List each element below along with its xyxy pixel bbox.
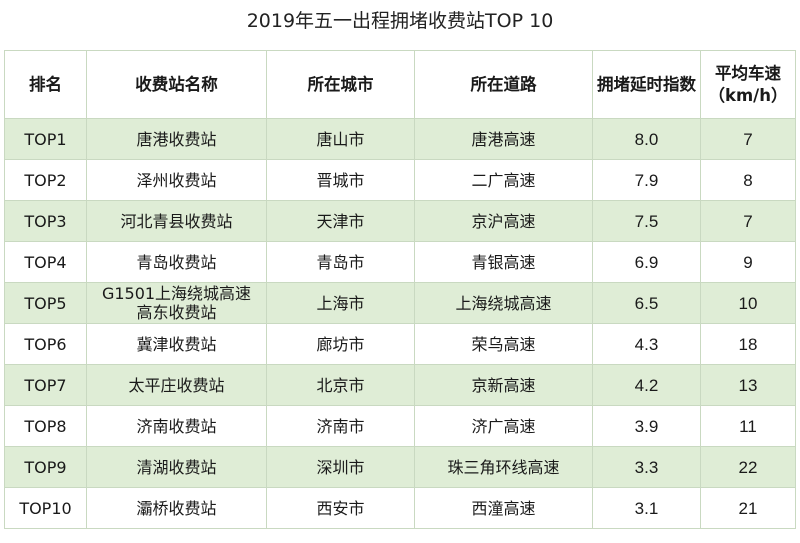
header-delay-index: 拥堵延时指数 (592, 50, 701, 119)
bottom-edge (0, 538, 800, 543)
cell-speed: 22 (700, 446, 796, 488)
cell-rank: TOP1 (4, 118, 87, 160)
table-row: TOP3 河北青县收费站 天津市 京沪高速 7.5 7 (4, 200, 796, 242)
cell-road: 京新高速 (414, 364, 593, 406)
cell-delay-index: 3.3 (592, 446, 701, 488)
cell-speed: 18 (700, 323, 796, 365)
cell-station: 冀津收费站 (86, 323, 267, 365)
cell-rank: TOP5 (4, 282, 87, 324)
cell-road: 荣乌高速 (414, 323, 593, 365)
cell-station: 济南收费站 (86, 405, 267, 447)
cell-speed: 10 (700, 282, 796, 324)
cell-speed: 7 (700, 200, 796, 242)
header-road: 所在道路 (414, 50, 593, 119)
table-row: TOP10 灞桥收费站 西安市 西潼高速 3.1 21 (4, 487, 796, 529)
cell-station: 泽州收费站 (86, 159, 267, 201)
cell-station: 唐港收费站 (86, 118, 267, 160)
header-city: 所在城市 (266, 50, 415, 119)
cell-city: 廊坊市 (266, 323, 415, 365)
cell-city: 晋城市 (266, 159, 415, 201)
table-row: TOP9 清湖收费站 深圳市 珠三角环线高速 3.3 22 (4, 446, 796, 488)
header-rank: 排名 (4, 50, 87, 119)
cell-delay-index: 7.5 (592, 200, 701, 242)
table-row: TOP6 冀津收费站 廊坊市 荣乌高速 4.3 18 (4, 323, 796, 365)
cell-delay-index: 6.9 (592, 241, 701, 283)
cell-rank: TOP2 (4, 159, 87, 201)
cell-station: 太平庄收费站 (86, 364, 267, 406)
cell-road: 青银高速 (414, 241, 593, 283)
cell-station: 灞桥收费站 (86, 487, 267, 529)
cell-city: 青岛市 (266, 241, 415, 283)
cell-speed: 7 (700, 118, 796, 160)
cell-delay-index: 3.9 (592, 405, 701, 447)
cell-city: 唐山市 (266, 118, 415, 160)
cell-station: 河北青县收费站 (86, 200, 267, 242)
cell-speed: 9 (700, 241, 796, 283)
table-row: TOP7 太平庄收费站 北京市 京新高速 4.2 13 (4, 364, 796, 406)
ranking-table: 排名 收费站名称 所在城市 所在道路 拥堵延时指数 平均车速（km/h） TOP… (4, 50, 796, 529)
cell-city: 济南市 (266, 405, 415, 447)
ranking-table-container: 排名 收费站名称 所在城市 所在道路 拥堵延时指数 平均车速（km/h） TOP… (4, 50, 796, 529)
cell-rank: TOP10 (4, 487, 87, 529)
header-station: 收费站名称 (86, 50, 267, 119)
cell-rank: TOP8 (4, 405, 87, 447)
header-speed: 平均车速（km/h） (700, 50, 796, 119)
cell-speed: 21 (700, 487, 796, 529)
cell-road: 京沪高速 (414, 200, 593, 242)
cell-delay-index: 4.3 (592, 323, 701, 365)
cell-road: 上海绕城高速 (414, 282, 593, 324)
table-body: TOP1 唐港收费站 唐山市 唐港高速 8.0 7 TOP2 泽州收费站 晋城市 二广高速 7.9 8… (4, 118, 796, 529)
cell-station: 清湖收费站 (86, 446, 267, 488)
cell-delay-index: 4.2 (592, 364, 701, 406)
cell-station: G1501上海绕城高速高东收费站 (86, 282, 267, 324)
cell-speed: 8 (700, 159, 796, 201)
cell-city: 西安市 (266, 487, 415, 529)
cell-delay-index: 8.0 (592, 118, 701, 160)
header-row: 排名 收费站名称 所在城市 所在道路 拥堵延时指数 平均车速（km/h） (4, 50, 796, 119)
table-row: TOP1 唐港收费站 唐山市 唐港高速 8.0 7 (4, 118, 796, 160)
cell-rank: TOP7 (4, 364, 87, 406)
table-header: 排名 收费站名称 所在城市 所在道路 拥堵延时指数 平均车速（km/h） (4, 50, 796, 119)
cell-city: 北京市 (266, 364, 415, 406)
cell-road: 西潼高速 (414, 487, 593, 529)
table-row: TOP4 青岛收费站 青岛市 青银高速 6.9 9 (4, 241, 796, 283)
cell-road: 二广高速 (414, 159, 593, 201)
cell-rank: TOP9 (4, 446, 87, 488)
cell-road: 济广高速 (414, 405, 593, 447)
cell-road: 唐港高速 (414, 118, 593, 160)
table-row: TOP5 G1501上海绕城高速高东收费站 上海市 上海绕城高速 6.5 10 (4, 282, 796, 324)
cell-delay-index: 6.5 (592, 282, 701, 324)
cell-rank: TOP3 (4, 200, 87, 242)
cell-delay-index: 3.1 (592, 487, 701, 529)
table-row: TOP2 泽州收费站 晋城市 二广高速 7.9 8 (4, 159, 796, 201)
cell-rank: TOP4 (4, 241, 87, 283)
cell-city: 天津市 (266, 200, 415, 242)
table-row: TOP8 济南收费站 济南市 济广高速 3.9 11 (4, 405, 796, 447)
cell-rank: TOP6 (4, 323, 87, 365)
cell-speed: 11 (700, 405, 796, 447)
cell-city: 深圳市 (266, 446, 415, 488)
cell-speed: 13 (700, 364, 796, 406)
cell-station: 青岛收费站 (86, 241, 267, 283)
cell-city: 上海市 (266, 282, 415, 324)
cell-road: 珠三角环线高速 (414, 446, 593, 488)
cell-delay-index: 7.9 (592, 159, 701, 201)
chart-title: 2019年五一出程拥堵收费站TOP 10 (246, 10, 554, 32)
